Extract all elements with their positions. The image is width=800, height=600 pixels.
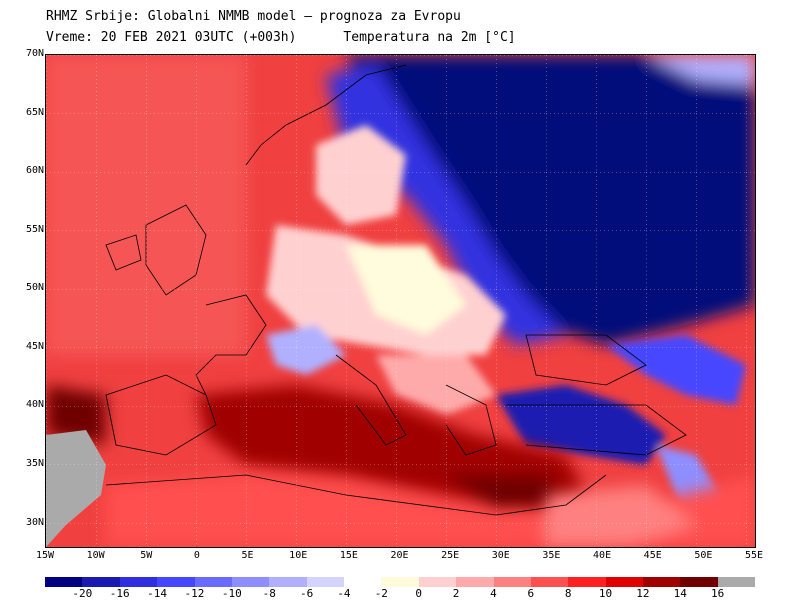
colorbar-tick-label: 4 xyxy=(490,587,497,600)
colorbar-tick-label: -10 xyxy=(221,587,242,600)
lon-tick-label: 25E xyxy=(441,550,460,561)
colorbar-swatch xyxy=(157,577,195,587)
colorbar-tick-label: -6 xyxy=(299,587,314,600)
colorbar-swatch xyxy=(456,577,494,587)
colorbar-tick-label: 6 xyxy=(527,587,535,600)
lon-tick-label: 15E xyxy=(339,550,358,561)
colorbar-tick-label: -16 xyxy=(109,587,130,600)
colorbar-tick-label: 16 xyxy=(711,587,725,600)
lat-tick-label: 40N xyxy=(25,399,44,411)
colorbar-swatch xyxy=(680,577,718,587)
lat-tick-label: 65N xyxy=(25,106,44,118)
colorbar-tick-label: -4 xyxy=(337,587,351,600)
title-line-1: RHMZ Srbije: Globalni NMMB model — progn… xyxy=(46,9,461,24)
title-line-2: Vreme: 20 FEB 2021 03UTC (+003h) Tempera… xyxy=(46,30,516,45)
lon-tick-label: 10W xyxy=(86,550,105,561)
colorbar-swatch xyxy=(119,577,158,587)
colorbar-tick-label: 10 xyxy=(598,587,613,600)
colorbar-swatch xyxy=(493,577,531,587)
colorbar-tick-label: -2 xyxy=(374,587,388,600)
lon-tick-label: 20E xyxy=(390,550,409,561)
colorbar-tick-label: 8 xyxy=(564,587,572,600)
colorbar-tick-label: 0 xyxy=(415,587,422,600)
lat-tick-label: 50N xyxy=(25,282,44,294)
colorbar-swatch xyxy=(530,577,569,587)
colorbar-tick-label: 2 xyxy=(452,587,460,600)
lat-tick-label: 60N xyxy=(25,165,44,177)
temperature-map xyxy=(45,54,756,548)
lon-tick-label: 30E xyxy=(491,550,510,561)
colorbar-swatch xyxy=(643,577,681,587)
graticule xyxy=(46,55,755,547)
map-canvas xyxy=(46,55,755,547)
colorbar-swatch xyxy=(717,577,756,587)
lon-tick-label: 0 xyxy=(193,550,200,561)
colorbar-swatch xyxy=(231,577,270,587)
lon-tick-label: 35E xyxy=(542,550,561,561)
lon-tick-label: 15W xyxy=(35,550,55,561)
colorbar-swatch xyxy=(269,577,307,587)
lat-tick-label: 45N xyxy=(25,340,44,352)
colorbar-tick-label: -12 xyxy=(184,587,205,600)
colorbar-tick-label: -8 xyxy=(262,587,276,600)
lon-tick-label: 5E xyxy=(241,550,254,561)
colorbar-tick-label: 12 xyxy=(636,587,650,600)
colorbar-swatch xyxy=(381,577,419,587)
colorbar-swatch xyxy=(45,577,83,587)
colorbar-swatch xyxy=(82,577,120,587)
colorbar xyxy=(45,577,756,587)
colorbar-swatch xyxy=(418,577,457,587)
lon-tick-label: 50E xyxy=(694,550,713,561)
lat-tick-label: 35N xyxy=(25,458,44,469)
colorbar-swatch xyxy=(306,577,344,587)
lat-tick-label: 30N xyxy=(25,516,44,528)
colorbar-swatch xyxy=(568,577,606,587)
lon-tick-label: 45E xyxy=(643,550,662,561)
colorbar-tick-label: -20 xyxy=(72,587,93,600)
colorbar-swatch xyxy=(605,577,643,587)
lon-tick-label: 5W xyxy=(140,550,153,561)
colorbar-tick-label: 14 xyxy=(673,587,687,600)
lon-tick-label: 40E xyxy=(593,550,612,561)
lon-tick-label: 55E xyxy=(744,550,764,561)
colorbar-swatch xyxy=(194,577,232,587)
lon-tick-label: 10E xyxy=(289,550,308,561)
colorbar-tick-label: -14 xyxy=(147,587,168,600)
lat-tick-label: 70N xyxy=(25,48,44,59)
lat-tick-label: 55N xyxy=(25,223,44,235)
colorbar-swatch xyxy=(344,577,382,587)
